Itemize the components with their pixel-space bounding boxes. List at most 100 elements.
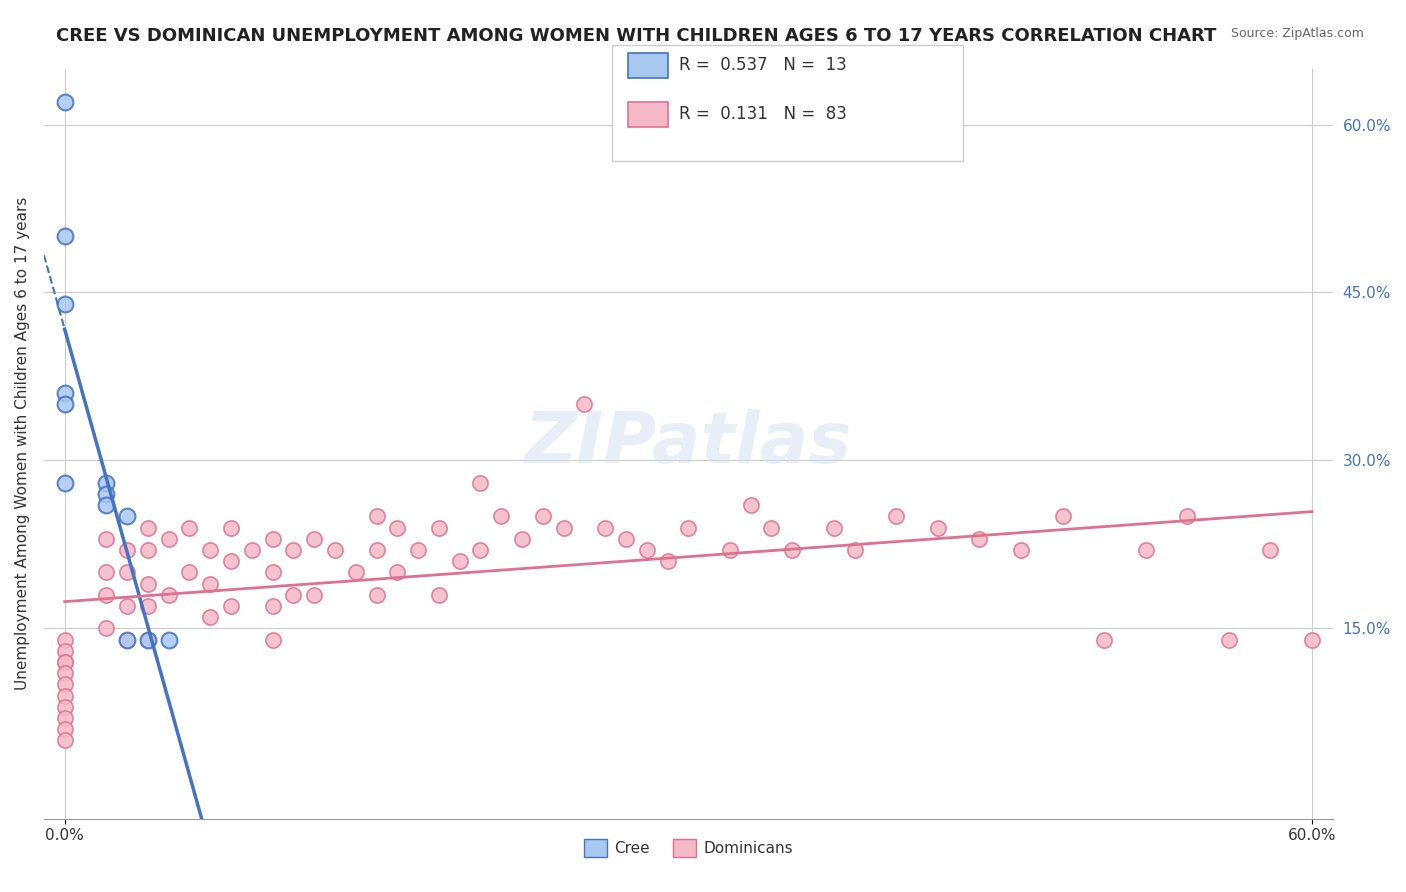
Point	[1135, 543, 1157, 558]
Point	[136, 599, 159, 613]
Point	[510, 532, 533, 546]
Point	[366, 509, 388, 524]
Point	[262, 532, 284, 546]
Text: CREE VS DOMINICAN UNEMPLOYMENT AMONG WOMEN WITH CHILDREN AGES 6 TO 17 YEARS CORR: CREE VS DOMINICAN UNEMPLOYMENT AMONG WOM…	[56, 27, 1216, 45]
Point	[1218, 632, 1240, 647]
Point	[884, 509, 907, 524]
Point	[53, 397, 76, 411]
Point	[53, 699, 76, 714]
Point	[740, 498, 762, 512]
Point	[302, 588, 325, 602]
Point	[489, 509, 512, 524]
Point	[366, 543, 388, 558]
Text: ZIPatlas: ZIPatlas	[524, 409, 852, 478]
Point	[53, 475, 76, 490]
Point	[262, 566, 284, 580]
Point	[1052, 509, 1074, 524]
Point	[553, 520, 575, 534]
Point	[136, 576, 159, 591]
Point	[387, 520, 409, 534]
Point	[531, 509, 554, 524]
Point	[761, 520, 783, 534]
Point	[96, 487, 118, 501]
Point	[1301, 632, 1323, 647]
Point	[115, 632, 138, 647]
Text: R =  0.131   N =  83: R = 0.131 N = 83	[679, 105, 846, 123]
Point	[344, 566, 367, 580]
Point	[53, 644, 76, 658]
Legend: Cree, Dominicans: Cree, Dominicans	[578, 833, 799, 863]
Point	[1175, 509, 1198, 524]
Point	[780, 543, 803, 558]
Point	[53, 296, 76, 310]
Point	[96, 498, 118, 512]
Point	[927, 520, 949, 534]
Point	[53, 689, 76, 703]
Point	[1092, 632, 1115, 647]
Point	[200, 543, 222, 558]
Point	[574, 397, 596, 411]
Point	[96, 566, 118, 580]
Point	[115, 543, 138, 558]
Point	[219, 520, 242, 534]
Point	[302, 532, 325, 546]
Point	[823, 520, 845, 534]
Point	[96, 588, 118, 602]
Point	[53, 655, 76, 669]
Point	[323, 543, 346, 558]
Point	[96, 621, 118, 635]
Point	[115, 566, 138, 580]
Point	[406, 543, 429, 558]
Point	[53, 722, 76, 736]
Point	[427, 588, 450, 602]
Point	[657, 554, 679, 568]
Point	[53, 666, 76, 681]
Point	[115, 632, 138, 647]
Point	[844, 543, 866, 558]
Y-axis label: Unemployment Among Women with Children Ages 6 to 17 years: Unemployment Among Women with Children A…	[15, 197, 30, 690]
Point	[136, 543, 159, 558]
Point	[969, 532, 991, 546]
Point	[718, 543, 741, 558]
Point	[593, 520, 616, 534]
Point	[157, 532, 180, 546]
Point	[53, 632, 76, 647]
Point	[366, 588, 388, 602]
Point	[219, 554, 242, 568]
Point	[449, 554, 471, 568]
Point	[53, 677, 76, 691]
Point	[262, 632, 284, 647]
Point	[96, 532, 118, 546]
Point	[96, 475, 118, 490]
Point	[157, 632, 180, 647]
Point	[614, 532, 637, 546]
Point	[136, 520, 159, 534]
Point	[136, 632, 159, 647]
Point	[53, 733, 76, 747]
Point	[262, 599, 284, 613]
Point	[200, 610, 222, 624]
Point	[53, 386, 76, 401]
Point	[470, 475, 492, 490]
Point	[219, 599, 242, 613]
Point	[115, 599, 138, 613]
Point	[240, 543, 263, 558]
Point	[283, 543, 305, 558]
Point	[636, 543, 658, 558]
Text: R =  0.537   N =  13: R = 0.537 N = 13	[679, 56, 846, 74]
Point	[179, 520, 201, 534]
Point	[1260, 543, 1282, 558]
Point	[179, 566, 201, 580]
Point	[53, 655, 76, 669]
Text: Source: ZipAtlas.com: Source: ZipAtlas.com	[1230, 27, 1364, 40]
Point	[1010, 543, 1032, 558]
Point	[387, 566, 409, 580]
Point	[200, 576, 222, 591]
Point	[53, 95, 76, 109]
Point	[157, 588, 180, 602]
Point	[136, 632, 159, 647]
Point	[115, 509, 138, 524]
Point	[470, 543, 492, 558]
Point	[283, 588, 305, 602]
Point	[53, 711, 76, 725]
